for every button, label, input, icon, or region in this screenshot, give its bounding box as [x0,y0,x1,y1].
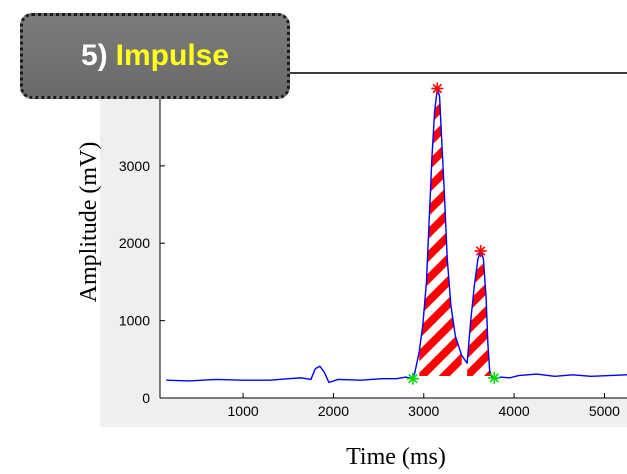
impulse-region-1 [419,88,462,376]
y-tick-label-3000: 3000 [119,158,150,174]
onset-marker-2 [488,371,501,384]
peak-marker-1-stroke-4 [432,83,443,94]
peak-marker-2-stroke-4 [475,246,486,256]
y-tick-label-2000: 2000 [119,235,150,251]
onset-marker-1 [406,372,419,385]
title-number: 5) [80,39,108,72]
peak-marker-1 [431,82,444,95]
y-axis-title: Amplitude (mV) [76,142,102,303]
y-tick-label-1000: 1000 [119,313,150,329]
plot-area [160,73,627,398]
x-axis-title: Time (ms) [346,444,446,470]
y-tick-label-0: 0 [142,390,150,406]
x-tick-label-2000: 2000 [318,403,349,419]
title-word: Impulse [115,39,230,72]
onset-marker-2-stroke-4 [489,373,499,383]
peak-marker-2 [474,244,487,257]
x-tick-label-4000: 4000 [499,403,530,419]
onset-marker-1-stroke-4 [408,373,418,384]
impulse-region-2 [467,250,494,379]
title-badge: 5) Impulse [20,13,290,99]
x-tick-label-1000: 1000 [228,403,259,419]
x-tick-label-3000: 3000 [408,403,439,419]
x-tick-label-5000: 5000 [589,403,620,419]
